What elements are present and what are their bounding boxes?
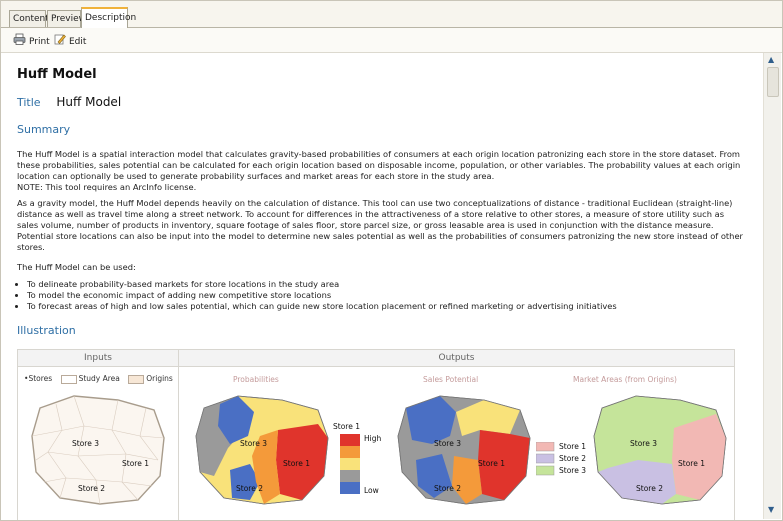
summary-paragraph-2: As a gravity model, the Huff Model depen… (17, 198, 743, 252)
map-label-store-3: Store 3 (72, 439, 99, 448)
illustration-heading: Illustration (17, 324, 76, 337)
market-legend-swatches (536, 442, 555, 476)
market-label-store-1: Store 1 (678, 459, 705, 468)
scroll-thumb[interactable] (767, 67, 779, 97)
summary-heading: Summary (17, 123, 71, 136)
edit-icon (54, 33, 66, 50)
map-label-store-2: Store 2 (78, 484, 105, 493)
summary-note: NOTE: This tool requires an ArcInfo lice… (17, 181, 197, 192)
edit-button[interactable]: Edit (54, 33, 86, 47)
market-label-store-2: Store 2 (636, 484, 663, 493)
origins-swatch (128, 374, 145, 384)
printer-icon (13, 33, 26, 50)
list-item: To forecast areas of high and low sales … (27, 301, 755, 312)
prob-label-store-3: Store 3 (240, 439, 267, 448)
inputs-map (31, 395, 165, 505)
title-value: Huff Model (56, 95, 122, 109)
store-dot-icon: • (24, 374, 29, 383)
print-button[interactable]: Print (13, 33, 50, 47)
title-label: Title (17, 96, 41, 109)
scroll-down-icon[interactable]: ▼ (768, 505, 775, 514)
map-label-store-1: Store 1 (122, 459, 149, 468)
sub-sales-potential: Sales Potential (423, 375, 479, 384)
tab-contents[interactable]: Contents (9, 10, 53, 27)
ramp-title: Store 1 (333, 422, 360, 431)
probability-ramp (340, 434, 360, 494)
uses-list: To delineate probability-based markets f… (17, 279, 755, 312)
list-item: To model the economic impact of adding n… (27, 290, 755, 301)
sales-label-store-3: Store 3 (434, 439, 461, 448)
outputs-header: Outputs (179, 350, 734, 367)
market-label-store-3: Store 3 (630, 439, 657, 448)
illustration-figure: Inputs Outputs •Stores Study Area Origin… (17, 349, 735, 520)
ramp-high: High (364, 434, 382, 443)
market-areas-map (593, 395, 727, 505)
legend-stores: Stores (28, 374, 53, 383)
print-label: Print (29, 37, 50, 47)
market-legend-store-1: Store 1 (559, 442, 586, 451)
market-legend-store-3: Store 3 (559, 466, 586, 475)
edit-label: Edit (69, 37, 87, 47)
market-legend-store-2: Store 2 (559, 454, 586, 463)
sales-label-store-2: Store 2 (434, 484, 461, 493)
page-title: Huff Model (17, 67, 97, 82)
scroll-up-icon[interactable]: ▲ (768, 55, 775, 64)
summary-paragraph-3: The Huff Model can be used: (17, 262, 136, 272)
sales-potential-map (397, 395, 531, 505)
summary-paragraph-1: The Huff Model is a spatial interaction … (17, 149, 745, 193)
study-area-swatch (60, 374, 77, 384)
list-item: To delineate probability-based markets f… (27, 279, 755, 290)
tab-description[interactable]: Description (81, 7, 136, 28)
ramp-low: Low (364, 486, 379, 495)
inputs-header: Inputs (18, 350, 179, 367)
legend-origins: Origins (146, 374, 173, 383)
title-row: Title Huff Model (17, 95, 121, 109)
tab-bar: Contents Preview Description (1, 1, 782, 28)
probabilities-map (195, 395, 329, 505)
sub-market-areas: Market Areas (from Origins) (573, 375, 677, 384)
inputs-legend: •Stores Study Area Origins (24, 374, 173, 384)
vertical-scrollbar[interactable]: ▲ ▼ (763, 53, 781, 519)
panel-divider (178, 350, 179, 520)
sales-label-store-1: Store 1 (478, 459, 505, 468)
sub-probabilities: Probabilities (233, 375, 279, 384)
summary-text-1: The Huff Model is a spatial interaction … (17, 149, 741, 181)
prob-label-store-2: Store 2 (236, 484, 263, 493)
prob-label-store-1: Store 1 (283, 459, 310, 468)
tab-preview[interactable]: Preview (47, 10, 86, 27)
description-content: Huff Model Title Huff Model Summary The … (1, 53, 763, 520)
toolbar: Print Edit (1, 28, 782, 53)
legend-study-area: Study Area (78, 374, 120, 383)
